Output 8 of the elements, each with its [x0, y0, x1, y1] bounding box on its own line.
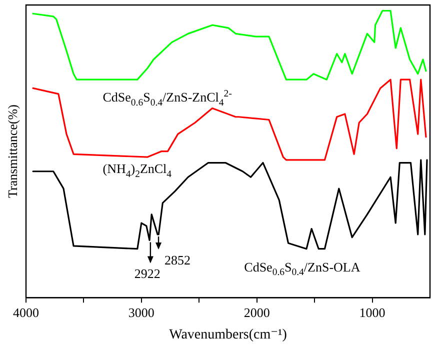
y-axis-title: Transmittance(%) [5, 104, 20, 198]
x-tick-label: 2000 [244, 304, 270, 320]
annotation: 2852 [164, 252, 191, 268]
x-tick-label: 4000 [13, 304, 39, 320]
annotation: 2922 [134, 266, 160, 282]
x-axis-title: Wavenumbers(cm⁻¹) [169, 327, 288, 342]
x-tick-label: 1000 [359, 304, 386, 320]
x-tick-label: 3000 [128, 304, 154, 320]
